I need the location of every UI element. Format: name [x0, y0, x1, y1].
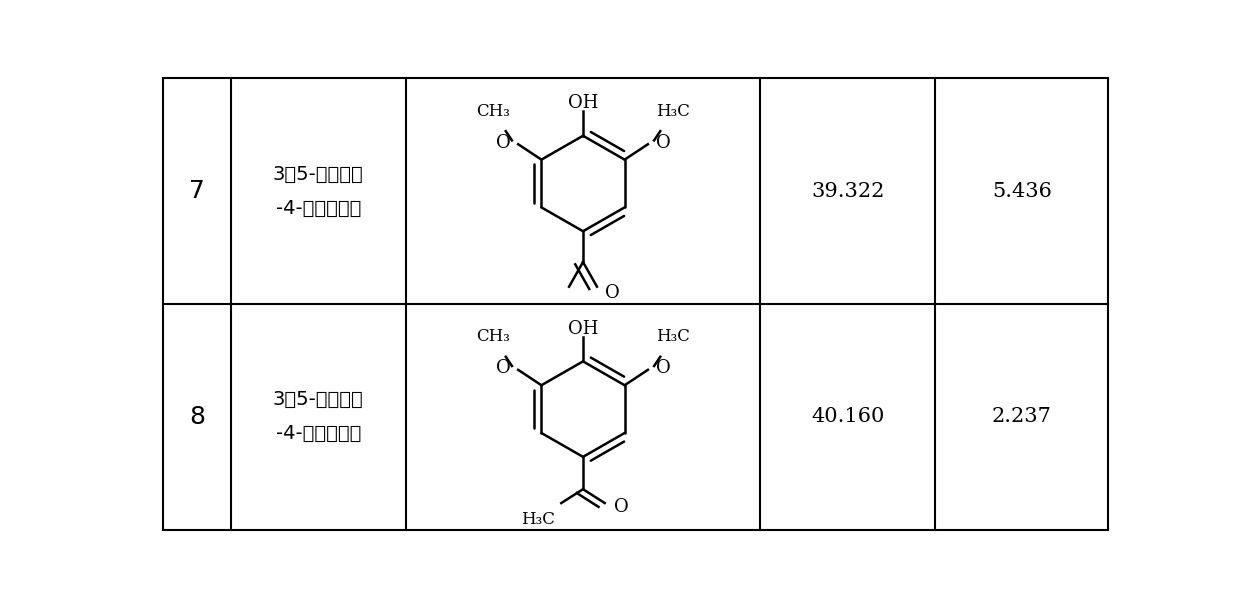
Text: H₃C: H₃C: [656, 328, 691, 345]
Text: 2.237: 2.237: [992, 408, 1052, 426]
Text: 8: 8: [188, 405, 205, 429]
Text: -4-羟基苯乙醒: -4-羟基苯乙醒: [275, 424, 361, 443]
Text: 3，5-二甲氧基: 3，5-二甲氧基: [273, 165, 363, 184]
Text: 5.436: 5.436: [992, 182, 1052, 200]
Text: 40.160: 40.160: [811, 408, 884, 426]
Text: CH₃: CH₃: [476, 102, 510, 120]
Text: O: O: [605, 284, 620, 302]
Text: OH: OH: [568, 95, 598, 113]
Text: H₃C: H₃C: [521, 510, 556, 528]
Text: 39.322: 39.322: [811, 182, 884, 200]
Text: 3，5-二甲氧基: 3，5-二甲氧基: [273, 390, 363, 409]
Text: OH: OH: [568, 320, 598, 338]
Text: H₃C: H₃C: [656, 102, 691, 120]
Text: CH₃: CH₃: [476, 328, 510, 345]
Text: O: O: [614, 498, 629, 516]
Text: O: O: [656, 359, 671, 377]
Text: 7: 7: [188, 179, 205, 203]
Text: O: O: [496, 359, 511, 377]
Text: -4-羟基苯甲醒: -4-羟基苯甲醒: [275, 199, 361, 218]
Text: O: O: [496, 134, 511, 152]
Text: O: O: [656, 134, 671, 152]
